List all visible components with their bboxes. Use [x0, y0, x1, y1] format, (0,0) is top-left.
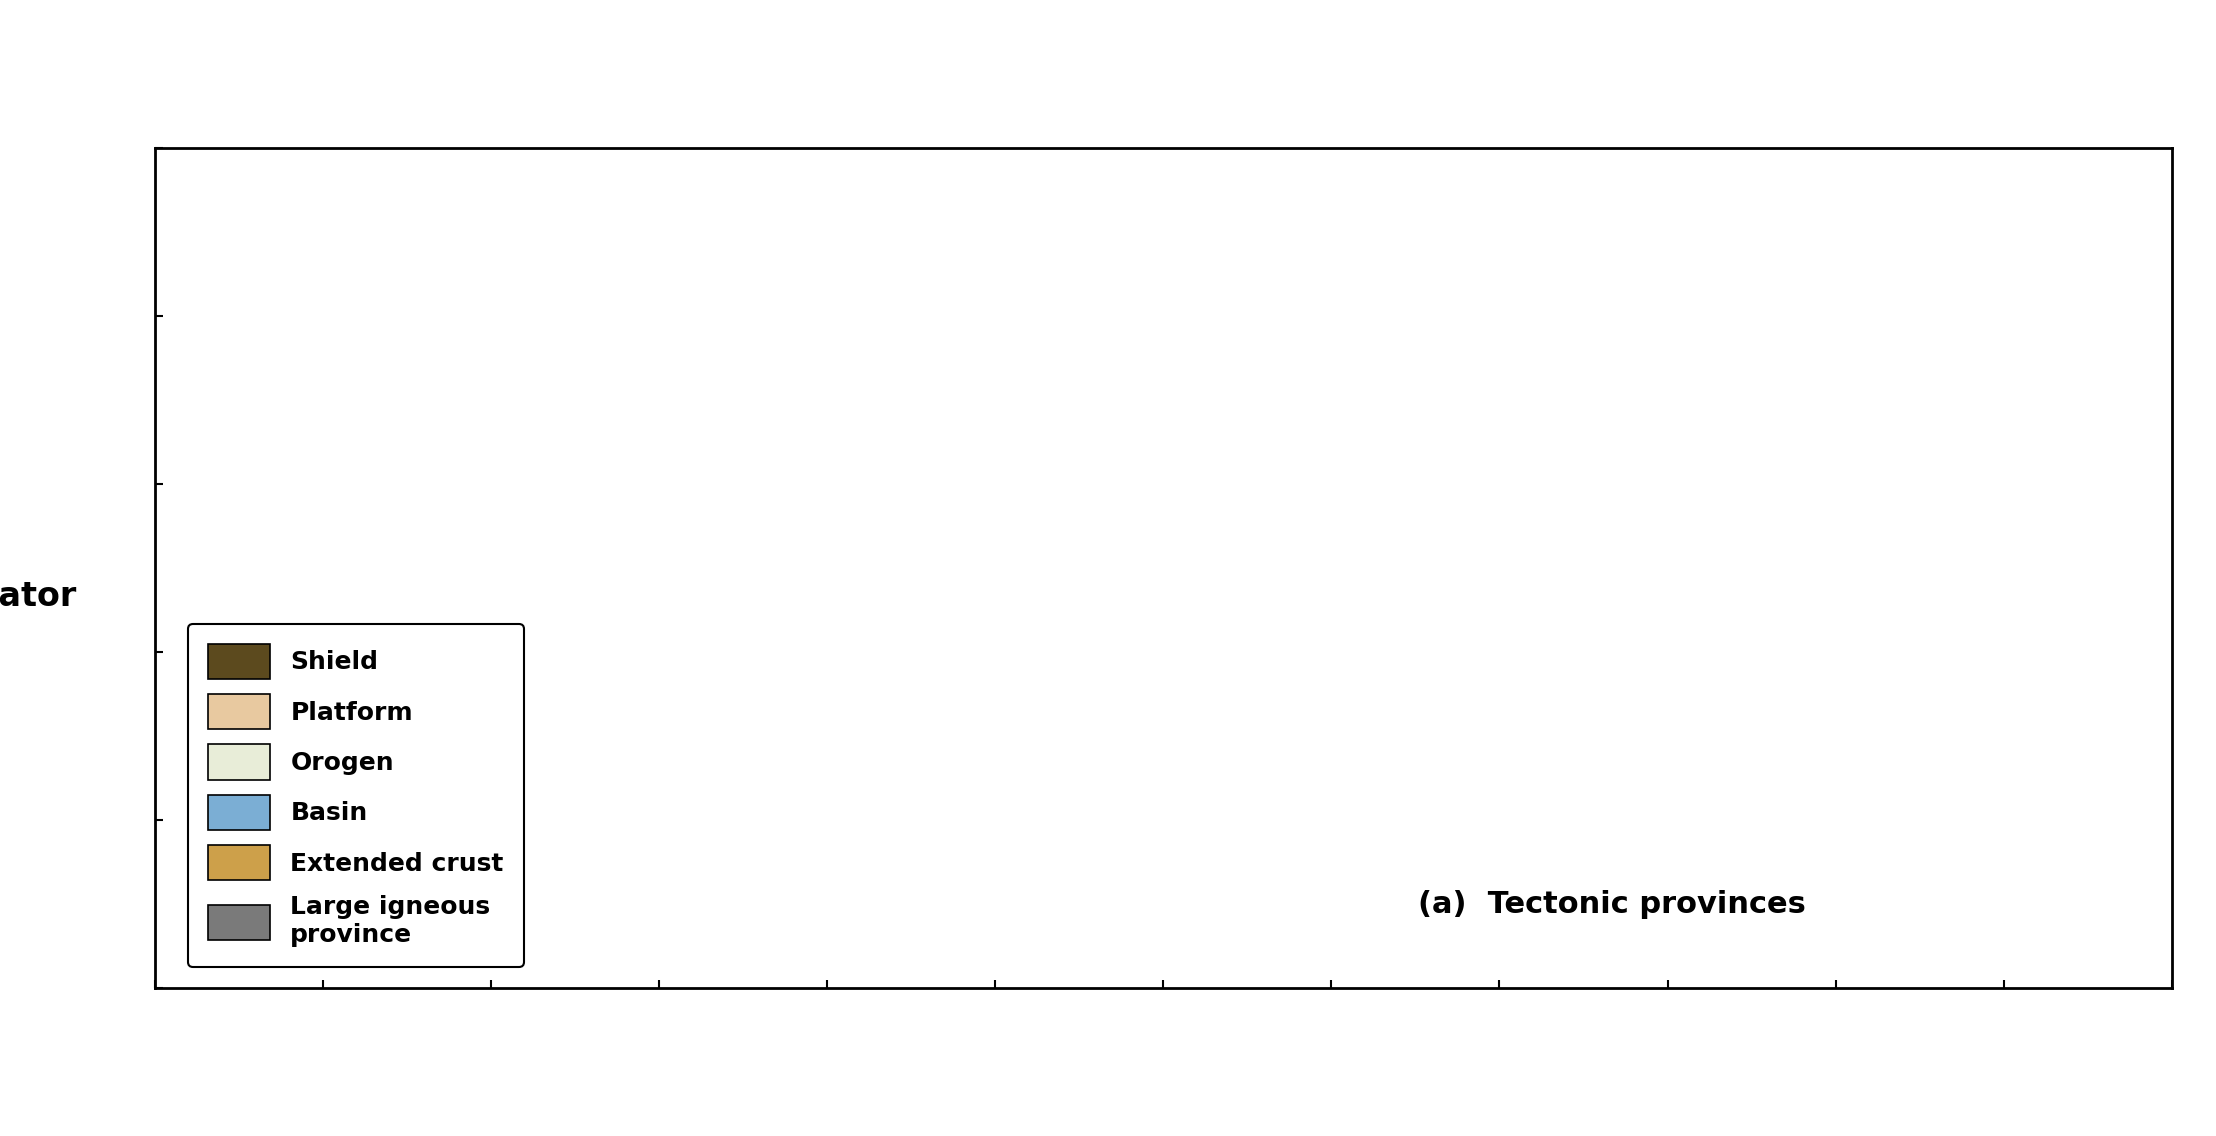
Text: (a)  Tectonic provinces: (a) Tectonic provinces — [1418, 889, 1806, 919]
Text: Equator: Equator — [0, 579, 78, 613]
Legend: Shield, Platform, Orogen, Basin, Extended crust, Large igneous
province: Shield, Platform, Orogen, Basin, Extende… — [188, 624, 523, 967]
